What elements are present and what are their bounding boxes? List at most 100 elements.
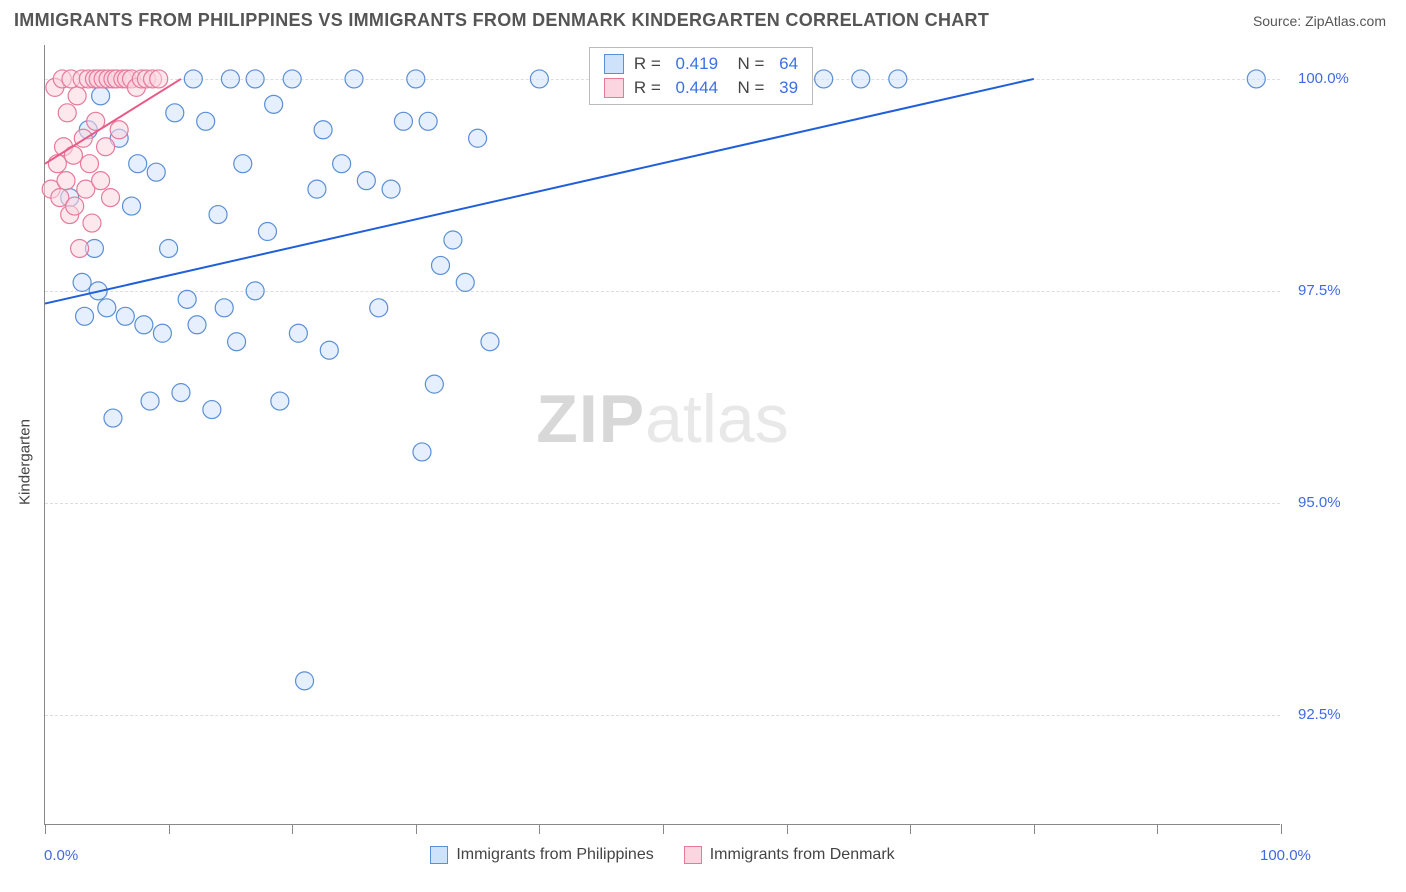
data-point	[92, 87, 110, 105]
data-point	[58, 104, 76, 122]
data-point	[228, 333, 246, 351]
data-point	[456, 273, 474, 291]
data-point	[271, 392, 289, 410]
x-tick	[169, 824, 170, 834]
stats-row: R = 0.444 N = 39	[604, 76, 798, 100]
stat-r-value: 0.444	[675, 78, 718, 98]
data-point	[481, 333, 499, 351]
data-point	[160, 239, 178, 257]
data-point	[815, 70, 833, 88]
x-tick	[1281, 824, 1282, 834]
y-tick-label: 97.5%	[1298, 282, 1341, 299]
data-point	[80, 155, 98, 173]
x-tick	[539, 824, 540, 834]
chart-source: Source: ZipAtlas.com	[1253, 13, 1386, 29]
x-max-label: 100.0%	[1260, 847, 1311, 864]
data-point	[123, 197, 141, 215]
data-point	[97, 138, 115, 156]
data-point	[394, 112, 412, 130]
data-point	[184, 70, 202, 88]
bottom-legend: Immigrants from Philippines Immigrants fr…	[45, 846, 1280, 864]
data-point	[104, 409, 122, 427]
data-point	[382, 180, 400, 198]
data-point	[221, 70, 239, 88]
data-point	[83, 214, 101, 232]
data-point	[215, 299, 233, 317]
stats-row: R = 0.419 N = 64	[604, 52, 798, 76]
data-point	[48, 155, 66, 173]
data-point	[852, 70, 870, 88]
data-point	[320, 341, 338, 359]
stat-n-value: 39	[779, 78, 798, 98]
stat-n-label: N =	[728, 78, 769, 98]
legend-label: Immigrants from Denmark	[710, 846, 895, 864]
data-point	[308, 180, 326, 198]
plot-area: ZIPatlas R = 0.419 N = 64R = 0.444 N = 3…	[44, 45, 1280, 825]
data-point	[172, 384, 190, 402]
data-point	[1247, 70, 1265, 88]
correlation-stats-box: R = 0.419 N = 64R = 0.444 N = 39	[589, 47, 813, 105]
data-point	[419, 112, 437, 130]
data-point	[66, 197, 84, 215]
data-point	[289, 324, 307, 342]
data-point	[203, 401, 221, 419]
y-tick-label: 95.0%	[1298, 494, 1341, 511]
legend-swatch	[684, 846, 702, 864]
chart-header: IMMIGRANTS FROM PHILIPPINES VS IMMIGRANT…	[0, 0, 1406, 37]
stat-r-label: R =	[634, 78, 666, 98]
data-point	[444, 231, 462, 249]
stat-n-value: 64	[779, 54, 798, 74]
data-point	[413, 443, 431, 461]
data-point	[246, 282, 264, 300]
x-tick	[787, 824, 788, 834]
data-point	[432, 256, 450, 274]
data-point	[135, 316, 153, 334]
data-point	[234, 155, 252, 173]
data-point	[92, 172, 110, 190]
data-point	[153, 324, 171, 342]
data-point	[425, 375, 443, 393]
stat-r-label: R =	[634, 54, 666, 74]
data-point	[469, 129, 487, 147]
y-axis-label: Kindergarten	[16, 419, 33, 505]
data-point	[209, 206, 227, 224]
data-point	[166, 104, 184, 122]
trend-line	[45, 79, 1034, 304]
x-tick	[292, 824, 293, 834]
stat-n-label: N =	[728, 54, 769, 74]
stats-swatch	[604, 54, 624, 74]
chart-container: Kindergarten ZIPatlas R = 0.419 N = 64R …	[0, 37, 1406, 887]
data-point	[188, 316, 206, 334]
data-point	[246, 70, 264, 88]
data-point	[530, 70, 548, 88]
y-tick-label: 100.0%	[1298, 70, 1349, 87]
chart-title: IMMIGRANTS FROM PHILIPPINES VS IMMIGRANT…	[14, 10, 989, 31]
x-tick	[416, 824, 417, 834]
scatter-plot-svg	[45, 45, 1280, 824]
data-point	[345, 70, 363, 88]
data-point	[370, 299, 388, 317]
data-point	[147, 163, 165, 181]
data-point	[407, 70, 425, 88]
x-tick	[663, 824, 664, 834]
data-point	[141, 392, 159, 410]
data-point	[889, 70, 907, 88]
data-point	[129, 155, 147, 173]
data-point	[197, 112, 215, 130]
y-tick-label: 92.5%	[1298, 706, 1341, 723]
data-point	[73, 273, 91, 291]
data-point	[76, 307, 94, 325]
data-point	[178, 290, 196, 308]
data-point	[110, 121, 128, 139]
legend-item: Immigrants from Philippines	[430, 846, 653, 864]
data-point	[71, 239, 89, 257]
legend-swatch	[430, 846, 448, 864]
data-point	[296, 672, 314, 690]
x-tick	[1034, 824, 1035, 834]
data-point	[314, 121, 332, 139]
legend-item: Immigrants from Denmark	[684, 846, 895, 864]
x-tick	[1157, 824, 1158, 834]
x-tick	[910, 824, 911, 834]
data-point	[357, 172, 375, 190]
stats-swatch	[604, 78, 624, 98]
